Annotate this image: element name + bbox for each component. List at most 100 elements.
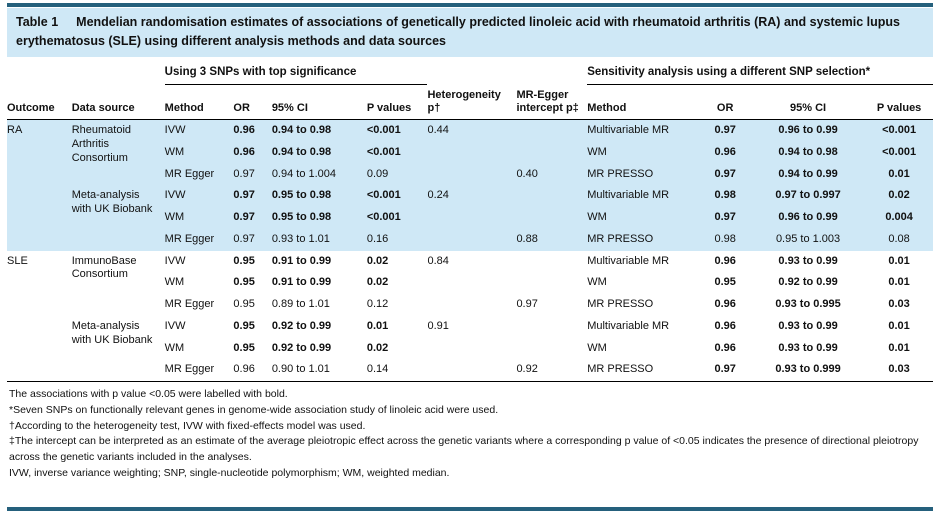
egger-intercept-p-cell — [516, 119, 588, 142]
sens-p-value-cell: <0.001 — [870, 119, 933, 142]
or-cell: 0.96 — [233, 363, 255, 376]
sens-ci-cell: 0.93 to 0.99 — [778, 341, 838, 354]
method-cell: WM — [164, 141, 234, 164]
sens-or-cell: 0.95 — [714, 276, 736, 289]
heterogeneity-p-cell — [427, 359, 516, 381]
col-sens-method: Method — [587, 84, 705, 121]
col-outcome: Outcome — [7, 84, 72, 121]
sens-p-value-cell: 0.004 — [870, 207, 933, 229]
p-value-cell: 0.14 — [366, 363, 389, 376]
ci-cell: 0.95 to 0.98 — [271, 207, 367, 229]
egger-intercept-p-cell: 0.97 — [516, 298, 538, 311]
table-row: Meta-analysis with UK Biobank IVW 0.95 0… — [7, 316, 933, 346]
p-value-cell: 0.16 — [366, 228, 428, 251]
or-cell: 0.95 — [233, 319, 255, 332]
or-cell: 0.96 — [233, 119, 272, 142]
p-value-cell: 0.02 — [366, 276, 389, 289]
sens-method-cell: Multivariable MR — [587, 319, 670, 332]
sens-ci-cell: 0.94 to 0.99 — [750, 163, 871, 186]
sens-method-cell: MR PRESSO — [587, 228, 705, 251]
sens-ci-cell: 0.96 to 0.99 — [750, 119, 871, 142]
table-row: RA Rheumatoid Arthritis Consortium IVW 0… — [7, 119, 933, 251]
p-value-cell: 0.02 — [366, 254, 389, 267]
sens-method-cell: Multivariable MR — [587, 119, 705, 142]
sens-p-value-cell: 0.03 — [888, 298, 910, 311]
egger-intercept-p-cell — [516, 338, 587, 360]
method-cell: MR Egger — [164, 363, 215, 376]
footnote-dagger: †According to the heterogeneity test, IV… — [9, 419, 366, 432]
ci-cell: 0.90 to 1.01 — [271, 363, 330, 376]
outcome-cell: RA — [7, 119, 72, 251]
heterogeneity-p-cell: 0.24 — [427, 185, 517, 208]
ci-cell: 0.94 to 1.004 — [271, 163, 367, 186]
footnote-bold-note: The associations with p value <0.05 were… — [9, 388, 288, 401]
sens-ci-cell: 0.93 to 0.99 — [778, 254, 838, 267]
method-cell: IVW — [164, 319, 186, 332]
method-cell: WM — [164, 276, 185, 289]
sens-p-value-cell: 0.01 — [870, 163, 933, 186]
or-cell: 0.95 — [233, 254, 255, 267]
table-caption: Table 1 Mendelian randomisation estimates… — [7, 8, 933, 57]
data-source-cell: Rheumatoid Arthritis Consortium — [71, 119, 165, 186]
col-data-source: Data source — [71, 84, 165, 121]
sens-method-cell: MR PRESSO — [587, 163, 705, 186]
heterogeneity-p-cell — [427, 228, 517, 251]
heterogeneity-p-cell — [427, 163, 517, 186]
col-sens-or: OR — [704, 84, 751, 121]
ci-cell: 0.92 to 0.99 — [271, 341, 332, 354]
data-source-cell: Meta-analysis with UK Biobank — [71, 319, 153, 346]
egger-intercept-p-cell — [516, 185, 588, 208]
sens-method-cell: WM — [587, 276, 607, 289]
p-value-cell: 0.09 — [366, 163, 428, 186]
heterogeneity-p-cell — [427, 338, 516, 360]
sens-or-cell: 0.96 — [714, 341, 736, 354]
p-value-cell: 0.02 — [366, 341, 389, 354]
egger-intercept-p-cell — [516, 316, 587, 338]
p-value-cell: 0.01 — [366, 319, 389, 332]
sens-method-cell: Multivariable MR — [587, 254, 670, 267]
group-header-spacer — [7, 64, 165, 85]
col-or: OR — [233, 84, 272, 121]
col-p-values: P values — [366, 84, 428, 121]
ci-cell: 0.92 to 0.99 — [271, 319, 332, 332]
sens-ci-cell: 0.97 to 0.997 — [750, 185, 871, 208]
sens-or-cell: 0.96 — [704, 141, 751, 164]
table-row: MR Egger 0.97 0.94 to 1.004 0.09 0.40 MR… — [7, 163, 933, 186]
footnote-asterisk: *Seven SNPs on functionally relevant gen… — [9, 403, 499, 416]
p-value-cell: <0.001 — [366, 185, 428, 208]
sens-or-cell: 0.98 — [704, 185, 751, 208]
data-source-cell: ImmunoBase Consortium — [71, 254, 137, 281]
or-cell: 0.97 — [233, 207, 272, 229]
table-row: SLE ImmunoBase Consortium IVW 0.95 0.91 … — [7, 251, 933, 281]
ci-cell: 0.89 to 1.01 — [271, 298, 330, 311]
table-footnotes: The associations with p value <0.05 were… — [7, 382, 933, 507]
col-sens-ci: 95% CI — [750, 84, 871, 121]
table-row: MR Egger 0.95 0.89 to 1.01 0.12 0.97 MR … — [7, 294, 933, 316]
heterogeneity-p-cell: 0.91 — [427, 319, 449, 332]
sens-or-cell: 0.96 — [714, 298, 736, 311]
sens-ci-cell: 0.93 to 0.99 — [778, 319, 838, 332]
sens-method-cell: Multivariable MR — [587, 185, 705, 208]
or-cell: 0.96 — [233, 141, 272, 164]
group-header-primary: Using 3 SNPs with top significance — [164, 63, 428, 86]
p-value-cell: <0.001 — [366, 207, 428, 229]
egger-intercept-p-cell — [516, 207, 588, 229]
column-header-row: Outcome Data source Method OR 95% CI P v… — [7, 84, 933, 121]
heterogeneity-p-cell — [427, 141, 517, 164]
col-sens-p-values: P values — [870, 84, 933, 121]
table-label: Table 1 — [16, 15, 59, 29]
mr-estimates-table: Using 3 SNPs with top significance Sensi… — [7, 63, 933, 383]
sens-method-cell: WM — [587, 341, 607, 354]
table-row: WM 0.95 0.92 to 0.99 0.02 WM 0.96 0.93 t… — [7, 338, 933, 360]
sens-p-value-cell: 0.01 — [888, 276, 910, 289]
sens-p-value-cell: 0.03 — [888, 363, 910, 376]
method-cell: WM — [164, 341, 185, 354]
ci-cell: 0.94 to 0.98 — [271, 119, 367, 142]
ci-cell: 0.91 to 0.99 — [271, 276, 332, 289]
sens-method-cell: MR PRESSO — [587, 363, 654, 376]
footnote-abbreviations: IVW, inverse variance weighting; SNP, si… — [9, 466, 450, 479]
outcome-cell: SLE — [7, 254, 28, 267]
sens-ci-cell: 0.93 to 0.999 — [775, 363, 841, 376]
heterogeneity-p-cell — [427, 294, 516, 316]
